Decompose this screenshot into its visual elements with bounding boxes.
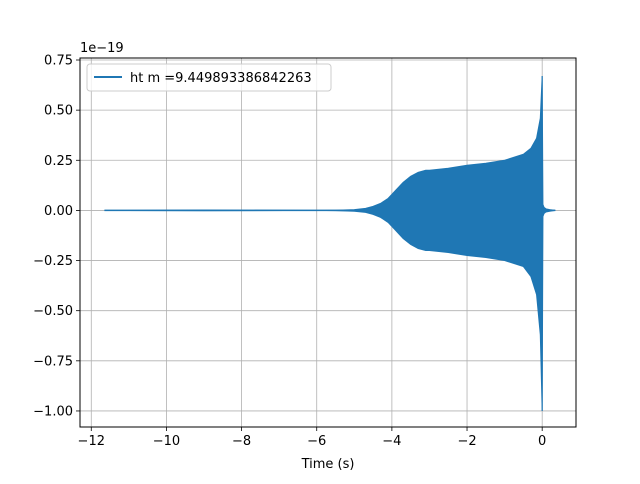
x-tick-label: −2	[457, 434, 476, 449]
x-tick-label: −12	[78, 434, 105, 449]
y-tick-label: −0.75	[33, 354, 73, 369]
plot-area	[104, 76, 556, 411]
x-tick-label: −8	[232, 434, 251, 449]
y-tick-label: −1.00	[33, 404, 73, 419]
y-tick-label: 0.75	[44, 54, 73, 69]
y-tick-label: 0.50	[44, 104, 73, 119]
y-axis-ticks: 0.75 0.50 0.25 0.00 −0.25 −0.50 −0.75 −1.00	[33, 54, 80, 419]
legend-entry-label: ht m =9.449893386842263	[130, 71, 312, 86]
y-tick-label: 0.00	[44, 204, 73, 219]
plot-frame	[79, 57, 577, 428]
y-axis-offset-label: 1e−19	[80, 41, 124, 56]
y-tick-label: −0.25	[33, 254, 73, 269]
legend: ht m =9.449893386842263	[86, 63, 332, 92]
x-axis-label: Time (s)	[301, 457, 355, 472]
legend-box	[86, 63, 332, 92]
y-tick-label: −0.50	[33, 304, 73, 319]
series-ringdown-envelope	[541, 76, 556, 411]
x-axis-ticks: −12 −10 −8 −6 −4 −2 0	[78, 427, 546, 449]
x-tick-label: −6	[307, 434, 326, 449]
x-tick-label: −4	[382, 434, 401, 449]
x-tick-label: −10	[153, 434, 180, 449]
x-tick-label: 0	[538, 434, 546, 449]
y-tick-label: 0.25	[44, 154, 73, 169]
